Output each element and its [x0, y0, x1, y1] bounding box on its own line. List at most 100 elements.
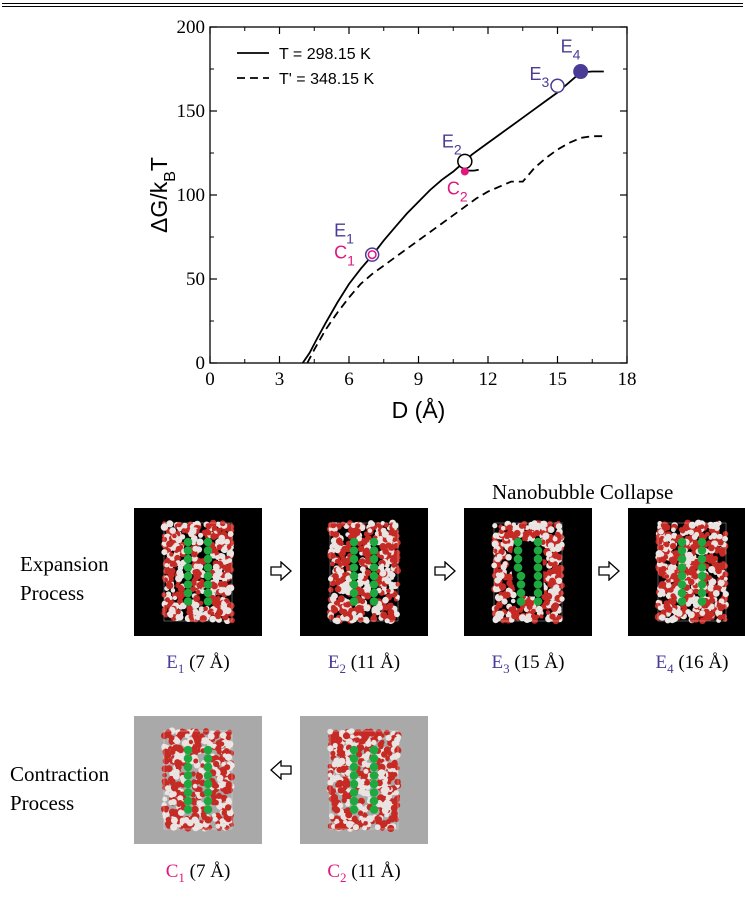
water-molecule — [688, 529, 694, 536]
water-molecule — [218, 588, 224, 594]
water-molecule — [497, 563, 502, 568]
water-molecule — [718, 548, 725, 555]
graphite-plate-atom — [369, 745, 379, 755]
graphite-plate-atom — [203, 745, 213, 755]
water-molecule — [390, 572, 396, 578]
marker-label-E4-letter: E — [561, 37, 573, 57]
water-molecule — [717, 605, 724, 612]
y-axis-label: ΔG/kBT — [146, 157, 179, 233]
marker-label-E2: E2 — [442, 131, 462, 157]
water-molecule — [344, 616, 350, 622]
water-molecule — [498, 595, 504, 601]
water-molecule — [506, 524, 514, 532]
water-molecule — [382, 548, 389, 555]
graphite-plate-atom — [697, 554, 707, 564]
water-molecule — [374, 531, 380, 536]
water-molecule — [191, 540, 196, 546]
water-molecule — [340, 521, 346, 527]
water-molecule — [365, 762, 371, 768]
water-molecule — [379, 543, 387, 551]
water-molecule — [339, 765, 347, 773]
graphite-plate-atom — [349, 779, 359, 789]
water-molecule — [335, 736, 343, 744]
water-molecule — [188, 614, 194, 620]
y-axis-label-tail: T — [146, 157, 172, 171]
water-molecule — [333, 799, 340, 805]
water-molecule — [195, 772, 203, 781]
graphite-plate-atom — [369, 788, 379, 797]
water-molecule — [217, 581, 223, 587]
water-molecule — [385, 796, 391, 801]
graphite-plate-atom — [533, 588, 543, 598]
water-molecule — [354, 737, 360, 743]
water-molecule — [327, 745, 334, 752]
water-molecule — [392, 537, 397, 543]
water-molecule — [378, 769, 386, 777]
marker-C2 — [460, 167, 469, 176]
right-arrow-icon — [270, 561, 292, 581]
water-molecule — [175, 609, 181, 615]
water-molecule — [222, 563, 230, 572]
water-molecule — [169, 552, 174, 557]
water-molecule — [385, 756, 390, 762]
water-molecule — [359, 558, 366, 565]
water-molecule — [498, 548, 505, 556]
simulation-box — [493, 522, 563, 622]
water-molecule — [170, 790, 177, 797]
graphite-plate-atom — [349, 537, 359, 547]
water-molecule — [518, 614, 527, 622]
water-molecule — [161, 607, 168, 613]
water-molecule — [225, 754, 232, 761]
water-molecule — [219, 553, 226, 560]
water-molecule — [170, 588, 176, 593]
graphite-plate-atom — [369, 563, 379, 572]
water-molecule — [386, 762, 393, 769]
water-molecule — [370, 615, 378, 623]
water-molecule — [656, 544, 664, 552]
water-molecule — [165, 597, 170, 603]
contraction-label-line1: Contraction — [10, 762, 110, 786]
water-molecule — [364, 537, 370, 543]
graphite-plate-atom — [369, 571, 379, 581]
graphite-plate-atom — [369, 754, 379, 763]
water-molecule — [496, 554, 503, 561]
water-molecule — [217, 805, 223, 810]
water-molecule — [355, 523, 361, 529]
graphite-plate-atom — [349, 597, 359, 606]
snapshot-caption-C2: C2 (11 Å) — [300, 861, 428, 886]
caption-letter: E — [166, 652, 178, 673]
graphite-plate-atom — [513, 563, 523, 572]
water-molecule — [393, 796, 400, 803]
graphite-plate-atom — [369, 537, 379, 547]
graphite-plate-atom — [513, 554, 523, 564]
graphite-plate-atom — [203, 779, 213, 789]
y-tick-label: 200 — [177, 17, 206, 38]
water-molecule — [510, 598, 516, 604]
water-molecule — [219, 741, 225, 747]
simulation-box — [329, 522, 399, 622]
graphite-plate-atom — [533, 571, 543, 581]
water-molecule — [539, 614, 544, 619]
water-molecule — [392, 742, 397, 748]
graphite-plate-atom — [516, 588, 526, 598]
water-molecule — [660, 609, 667, 615]
water-molecule — [542, 532, 550, 540]
water-molecule — [380, 563, 385, 568]
water-molecule — [356, 751, 363, 758]
water-molecule — [339, 569, 345, 574]
graphite-plate-atom — [516, 597, 526, 606]
y-tick-label: 150 — [177, 101, 206, 122]
water-molecule — [352, 532, 357, 537]
graphite-plate-atom — [203, 546, 213, 555]
graphite-plate-atom — [513, 537, 523, 547]
water-molecule — [358, 744, 365, 751]
water-molecule — [494, 577, 501, 584]
graphite-plate-atom — [349, 546, 359, 555]
caption-letter: E — [327, 652, 340, 673]
water-molecule — [364, 569, 372, 576]
water-molecule — [209, 615, 217, 623]
water-molecule — [224, 607, 232, 615]
water-molecule — [348, 526, 356, 534]
water-molecule — [204, 528, 211, 536]
water-molecule — [552, 586, 560, 594]
